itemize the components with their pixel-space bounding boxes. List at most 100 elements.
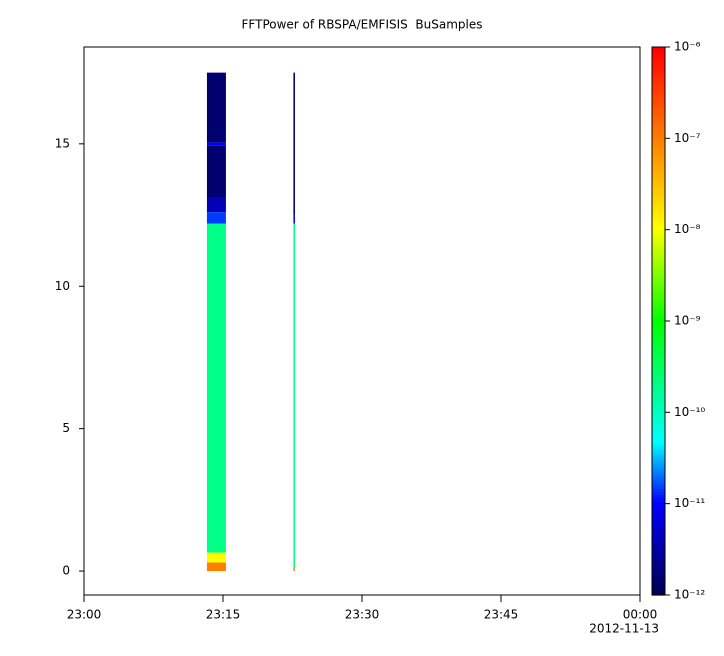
colorbar-segment bbox=[652, 506, 665, 511]
colorbar-segment bbox=[652, 479, 665, 483]
colorbar-segment bbox=[652, 415, 665, 420]
colorbar-segment bbox=[652, 391, 665, 395]
colorbar-segment bbox=[652, 427, 665, 432]
colorbar-segment bbox=[652, 123, 665, 127]
y-tick-label: 5 bbox=[62, 421, 70, 435]
colorbar-segment bbox=[652, 235, 665, 240]
colorbar-segment bbox=[652, 153, 665, 158]
colorbar-segment bbox=[652, 250, 665, 255]
colorbar-segment bbox=[652, 266, 665, 270]
colorbar-segment bbox=[652, 485, 665, 490]
spectrogram-cell bbox=[293, 223, 295, 569]
colorbar-segment bbox=[652, 299, 665, 304]
colorbar-segment bbox=[652, 278, 665, 283]
spectrogram-cell bbox=[206, 145, 226, 198]
colorbar-segment bbox=[652, 214, 665, 219]
colorbar-segment bbox=[652, 272, 665, 276]
colorbar-segment bbox=[652, 159, 665, 164]
colorbar-segment bbox=[652, 223, 665, 228]
colorbar-segment bbox=[652, 156, 665, 161]
colorbar-segment bbox=[652, 165, 665, 170]
colorbar-segment bbox=[652, 95, 665, 100]
colorbar-segment bbox=[652, 534, 665, 538]
colorbar-segment bbox=[652, 74, 665, 79]
colorbar-segment bbox=[652, 430, 665, 435]
colorbar-segment bbox=[652, 187, 665, 191]
colorbar-segment bbox=[652, 257, 665, 261]
colorbar-segment bbox=[652, 521, 665, 526]
colorbar-segment bbox=[652, 211, 665, 216]
colorbar-segment bbox=[652, 448, 665, 453]
colorbar-segment bbox=[652, 394, 665, 398]
colorbar-segment bbox=[652, 65, 665, 69]
colorbar-tick-label: 10⁻⁸ bbox=[674, 222, 701, 236]
colorbar-segment bbox=[652, 263, 665, 267]
colorbar-segment bbox=[652, 570, 665, 575]
colorbar-segment bbox=[652, 117, 665, 121]
colorbar-segment bbox=[652, 98, 665, 103]
spectrogram-cell bbox=[206, 552, 226, 563]
colorbar-segment bbox=[652, 372, 665, 377]
spectrogram-cell bbox=[206, 72, 226, 143]
colorbar-segment bbox=[652, 339, 665, 343]
colorbar-segment bbox=[652, 512, 665, 517]
colorbar-segment bbox=[652, 436, 665, 441]
x-tick-label: 23:45 bbox=[484, 608, 519, 622]
colorbar-segment bbox=[652, 180, 665, 185]
colorbar-segment bbox=[652, 226, 665, 231]
colorbar-segment bbox=[652, 83, 665, 88]
colorbar-segment bbox=[652, 284, 665, 289]
colorbar-segment bbox=[652, 403, 665, 407]
colorbar-segment bbox=[652, 202, 665, 206]
colorbar-segment bbox=[652, 515, 665, 520]
spectrogram-cell bbox=[206, 223, 226, 553]
colorbar-segment bbox=[652, 324, 665, 328]
colorbar-segment bbox=[652, 503, 665, 508]
colorbar-segment bbox=[652, 244, 665, 249]
colorbar-segment bbox=[652, 56, 665, 60]
x-tick-label: 00:00 bbox=[623, 608, 658, 622]
colorbar-segment bbox=[652, 232, 665, 237]
colorbar-segment bbox=[652, 579, 665, 584]
colorbar-segment bbox=[652, 113, 665, 118]
colorbar-segment bbox=[652, 196, 665, 200]
colorbar-segment bbox=[652, 107, 665, 112]
spectrogram-cell bbox=[293, 568, 295, 572]
colorbar-segment bbox=[652, 351, 665, 356]
colorbar-segment bbox=[652, 141, 665, 146]
colorbar-segment bbox=[652, 101, 665, 106]
colorbar-segment bbox=[652, 53, 665, 57]
colorbar-segment bbox=[652, 184, 665, 188]
x-tick-label: 23:00 bbox=[67, 608, 102, 622]
colorbar-segment bbox=[652, 591, 665, 596]
colorbar-segment bbox=[652, 576, 665, 581]
colorbar-segment bbox=[652, 424, 665, 429]
colorbar-segment bbox=[652, 345, 665, 349]
colorbar-segment bbox=[652, 387, 665, 392]
colorbar-segment bbox=[652, 561, 665, 566]
colorbar-segment bbox=[652, 302, 665, 307]
colorbar-segment bbox=[652, 467, 665, 471]
colorbar-segment bbox=[652, 321, 665, 325]
colorbar-segment bbox=[652, 68, 665, 72]
date-label: 2012-11-13 bbox=[589, 622, 659, 636]
colorbar-segment bbox=[652, 488, 665, 493]
colorbar-segment bbox=[652, 384, 665, 389]
colorbar-segment bbox=[652, 546, 665, 550]
colorbar-segment bbox=[652, 497, 665, 502]
spectrogram-cell bbox=[206, 197, 226, 213]
colorbar-segment bbox=[652, 357, 665, 362]
colorbar-tick-label: 10⁻¹¹ bbox=[674, 496, 705, 510]
colorbar-segment bbox=[652, 308, 665, 313]
colorbar-segment bbox=[652, 476, 665, 480]
colorbar-segment bbox=[652, 509, 665, 514]
colorbar-segment bbox=[652, 193, 665, 197]
colorbar-segment bbox=[652, 454, 665, 459]
colorbar-segment bbox=[652, 442, 665, 447]
colorbar-segment bbox=[652, 80, 665, 85]
colorbar-segment bbox=[652, 129, 665, 133]
colorbar-segment bbox=[652, 482, 665, 486]
colorbar-segment bbox=[652, 400, 665, 404]
y-tick-label: 15 bbox=[55, 136, 70, 150]
